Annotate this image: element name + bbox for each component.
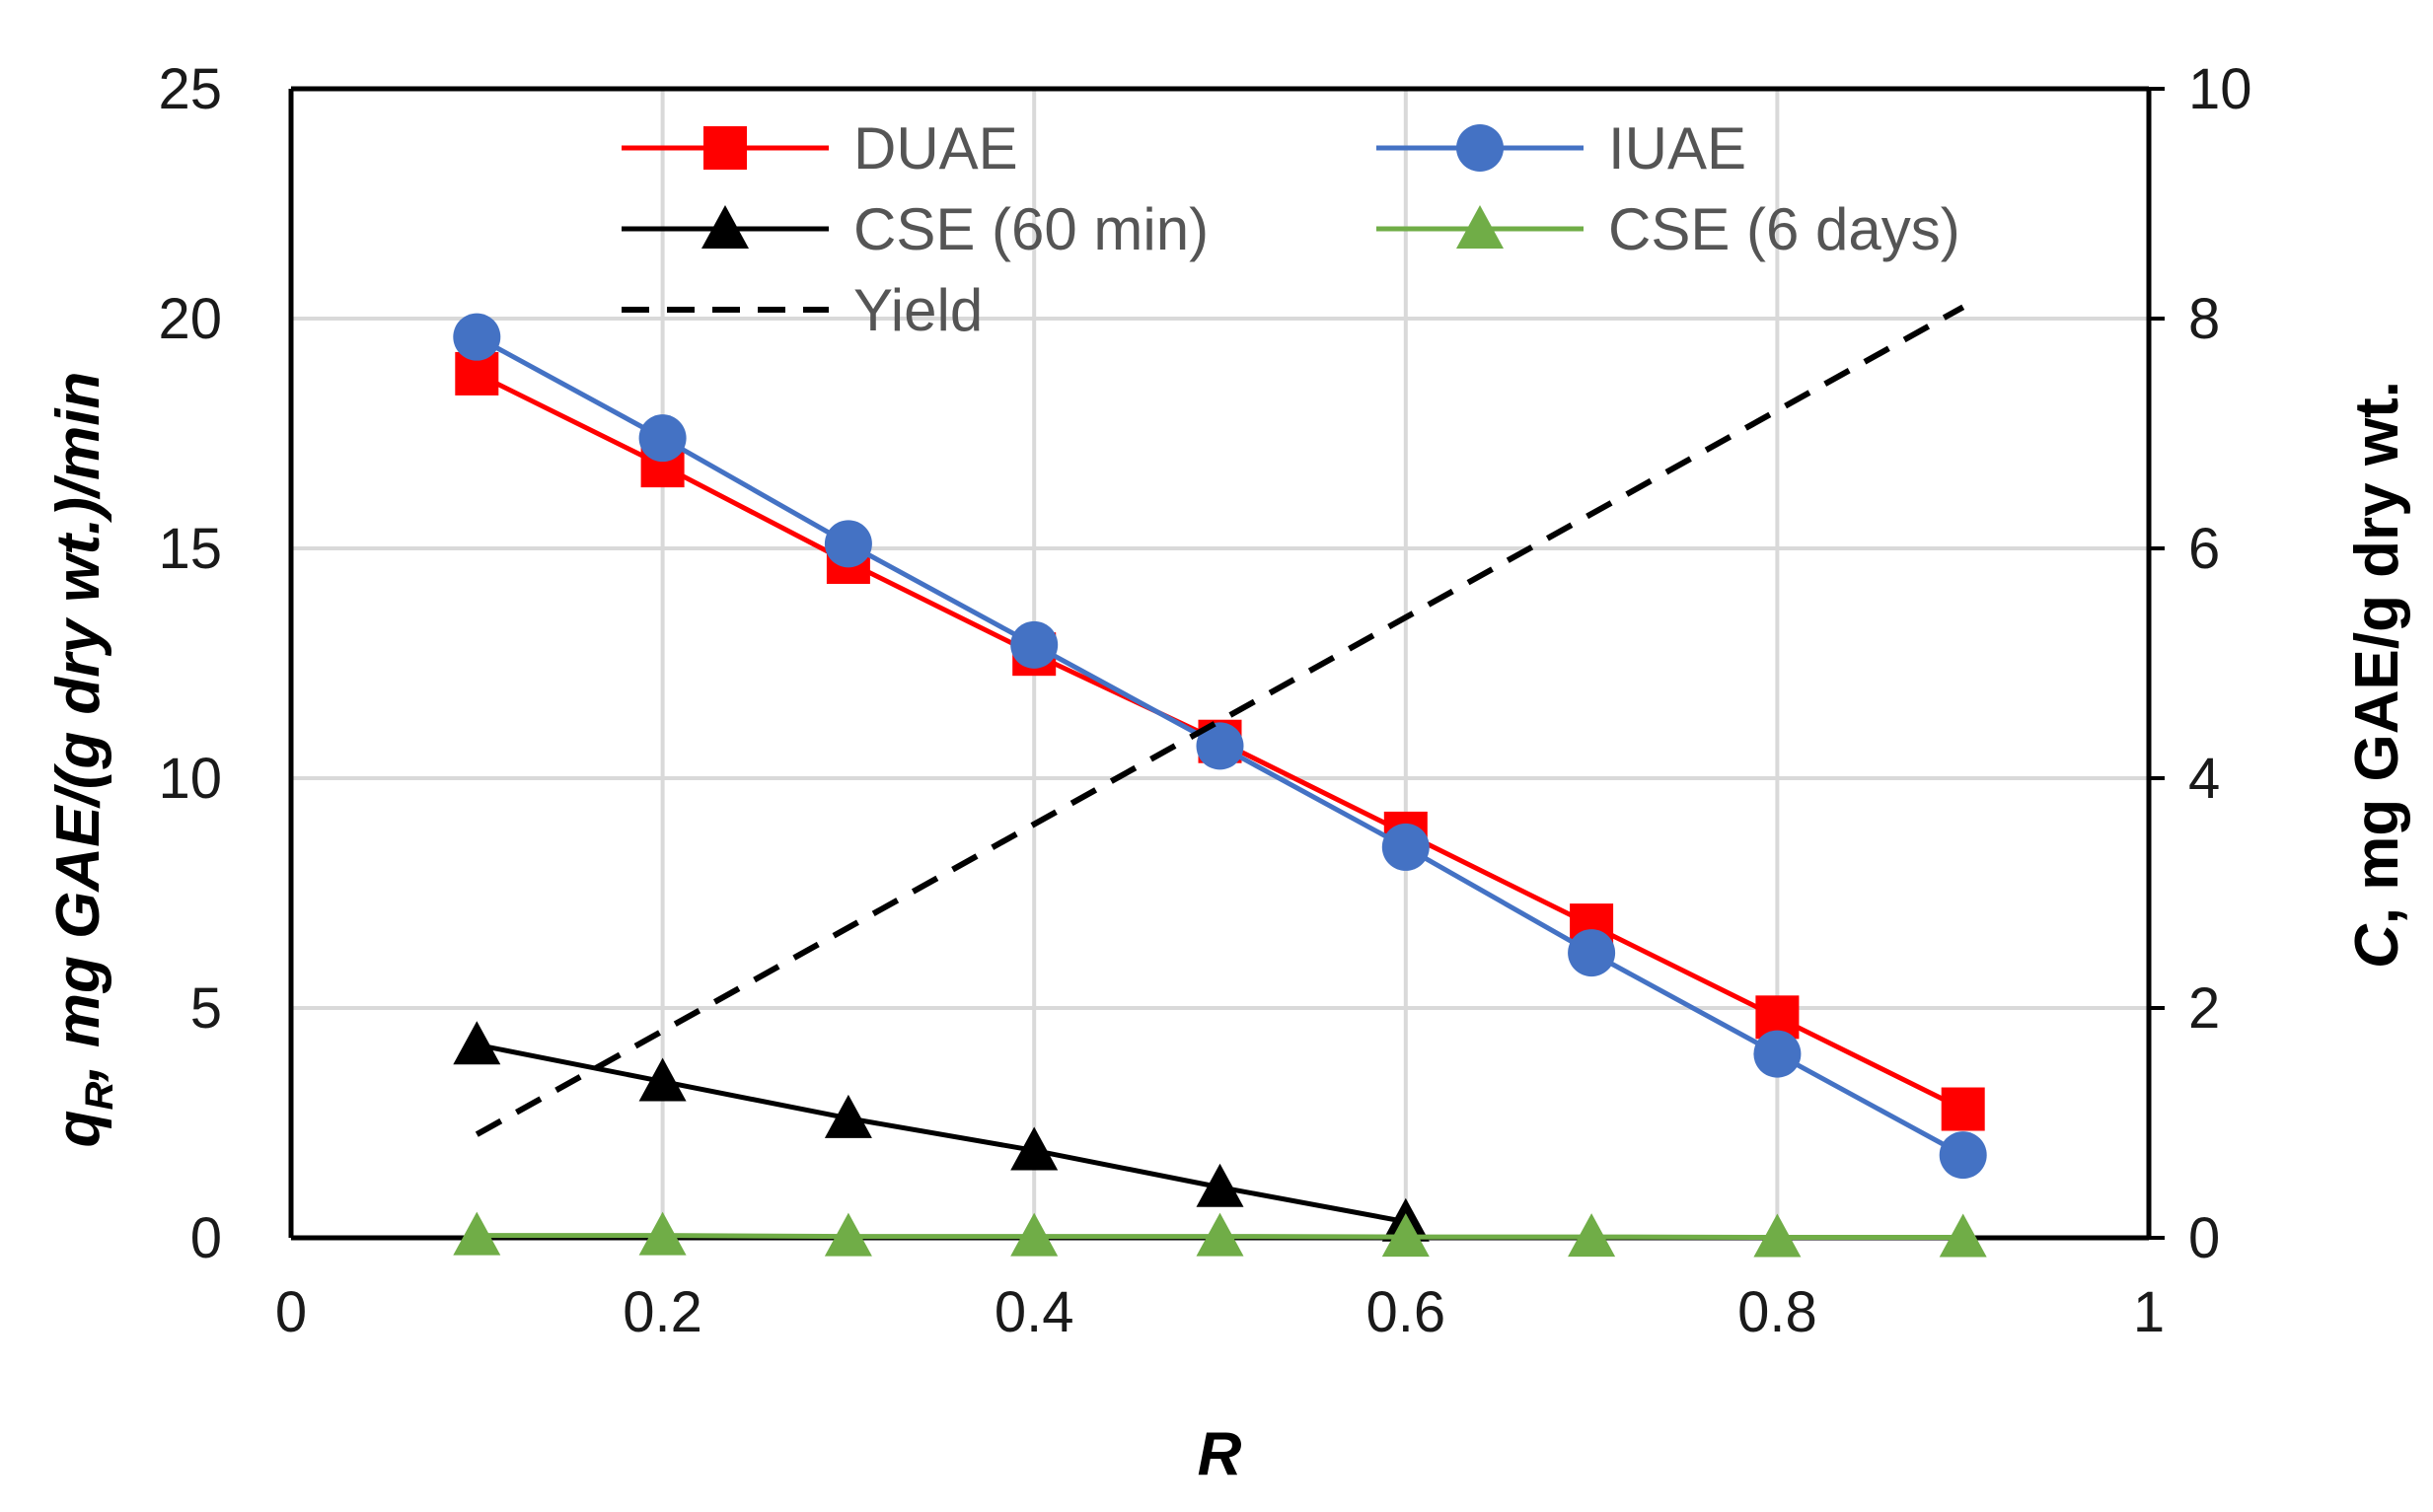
series-line-2 — [476, 1042, 1407, 1225]
y2-axis-label-var: C — [2343, 923, 2411, 969]
data-point-1-6 — [1568, 929, 1616, 977]
data-point-1-4 — [1196, 722, 1244, 770]
data-point-3-7 — [1753, 1213, 1802, 1258]
y2-axis-label: C, mg GAE/g dry wt. — [2343, 381, 2411, 969]
data-point-3-2 — [824, 1212, 872, 1257]
legend-item-4: Yield — [622, 277, 983, 343]
legend-item-2: CSE (60 min) — [622, 196, 1209, 262]
legend-item-1: IUAE — [1376, 115, 1746, 181]
x-tick-label-0: 0 — [275, 1280, 307, 1344]
legend-item-0: DUAE — [622, 115, 1018, 181]
x-tick-label-1: 0.2 — [623, 1280, 702, 1344]
data-point-2-3 — [1010, 1126, 1059, 1171]
data-point-1-1 — [638, 414, 687, 463]
data-point-1-7 — [1753, 1030, 1802, 1078]
legend-marker-2 — [701, 205, 749, 249]
legend-label-1: IUAE — [1608, 115, 1746, 181]
x-tick-label-2: 0.4 — [995, 1280, 1074, 1344]
data-point-3-3 — [1010, 1212, 1059, 1257]
y2-tick-label-1: 2 — [2188, 976, 2220, 1041]
legend-label-4: Yield — [853, 277, 983, 343]
data-point-1-2 — [824, 520, 872, 568]
data-point-1-5 — [1381, 823, 1430, 871]
data-point-1-3 — [1010, 620, 1059, 669]
y-tick-label-0: 0 — [190, 1206, 222, 1270]
y2-tick-labels: 0 2 4 6 8 10 — [2188, 57, 2252, 1270]
legend-marker-0 — [703, 126, 747, 170]
x-tick-labels: 0 0.2 0.4 0.6 0.8 1 — [275, 1280, 2165, 1344]
y-tick-label-5: 25 — [158, 57, 222, 121]
data-point-3-1 — [638, 1211, 687, 1256]
data-point-0-8 — [1941, 1087, 1985, 1131]
y2-tick-label-5: 10 — [2188, 57, 2252, 121]
y2-tick-label-0: 0 — [2188, 1206, 2220, 1270]
data-point-1-0 — [453, 313, 501, 361]
data-point-2-0 — [453, 1021, 501, 1065]
y-tick-label-3: 15 — [158, 517, 222, 581]
y2-axis-label-rest: , mg GAE/g dry wt. — [2343, 381, 2411, 924]
data-point-2-2 — [824, 1094, 872, 1138]
legend-item-3: CSE (6 days) — [1376, 196, 1960, 262]
x-tick-label-5: 1 — [2133, 1280, 2165, 1344]
data-point-3-5 — [1381, 1213, 1430, 1258]
y-axis-label-var: q — [44, 1110, 112, 1147]
y-axis-label-rest: , mg GAE/(g dry wt.)/min — [44, 372, 112, 1083]
series-iuae — [453, 313, 1987, 1180]
y2-tick-label-3: 6 — [2188, 517, 2220, 581]
data-point-2-1 — [638, 1057, 687, 1102]
y-axis-label-sub: R — [78, 1081, 121, 1110]
series-cse-60-min- — [453, 1021, 1430, 1242]
data-series — [453, 304, 1987, 1258]
x-tick-label-3: 0.6 — [1365, 1280, 1445, 1344]
data-point-3-0 — [453, 1211, 501, 1256]
data-point-3-6 — [1568, 1213, 1616, 1258]
gridlines — [291, 89, 2149, 1238]
legend-label-2: CSE (60 min) — [853, 196, 1209, 262]
legend: DUAE IUAE CSE (60 min) CSE (6 days) Yield — [622, 115, 1960, 343]
data-point-2-4 — [1196, 1163, 1244, 1207]
x-tick-label-4: 0.8 — [1737, 1280, 1817, 1344]
y-tick-label-4: 20 — [158, 287, 222, 351]
y2-tick-label-2: 4 — [2188, 747, 2220, 811]
data-point-3-4 — [1196, 1212, 1244, 1257]
x-axis-label: R — [1198, 1420, 1242, 1488]
series-cse-6-days- — [453, 1211, 1987, 1258]
data-point-3-8 — [1939, 1213, 1987, 1258]
series-line-4 — [475, 304, 1965, 1137]
data-point-1-8 — [1939, 1131, 1987, 1180]
y-tick-labels: 0 5 10 15 20 25 — [158, 57, 222, 1270]
y-axis-label: qR, mg GAE/(g dry wt.)/min — [44, 372, 121, 1148]
y-tick-label-1: 5 — [190, 976, 222, 1041]
legend-label-0: DUAE — [853, 115, 1018, 181]
series-yield — [475, 304, 1965, 1137]
y2-tick-label-4: 8 — [2188, 287, 2220, 351]
y-tick-label-2: 10 — [158, 747, 222, 811]
legend-marker-1 — [1456, 124, 1504, 172]
legend-marker-3 — [1456, 205, 1504, 249]
legend-label-3: CSE (6 days) — [1608, 196, 1960, 262]
